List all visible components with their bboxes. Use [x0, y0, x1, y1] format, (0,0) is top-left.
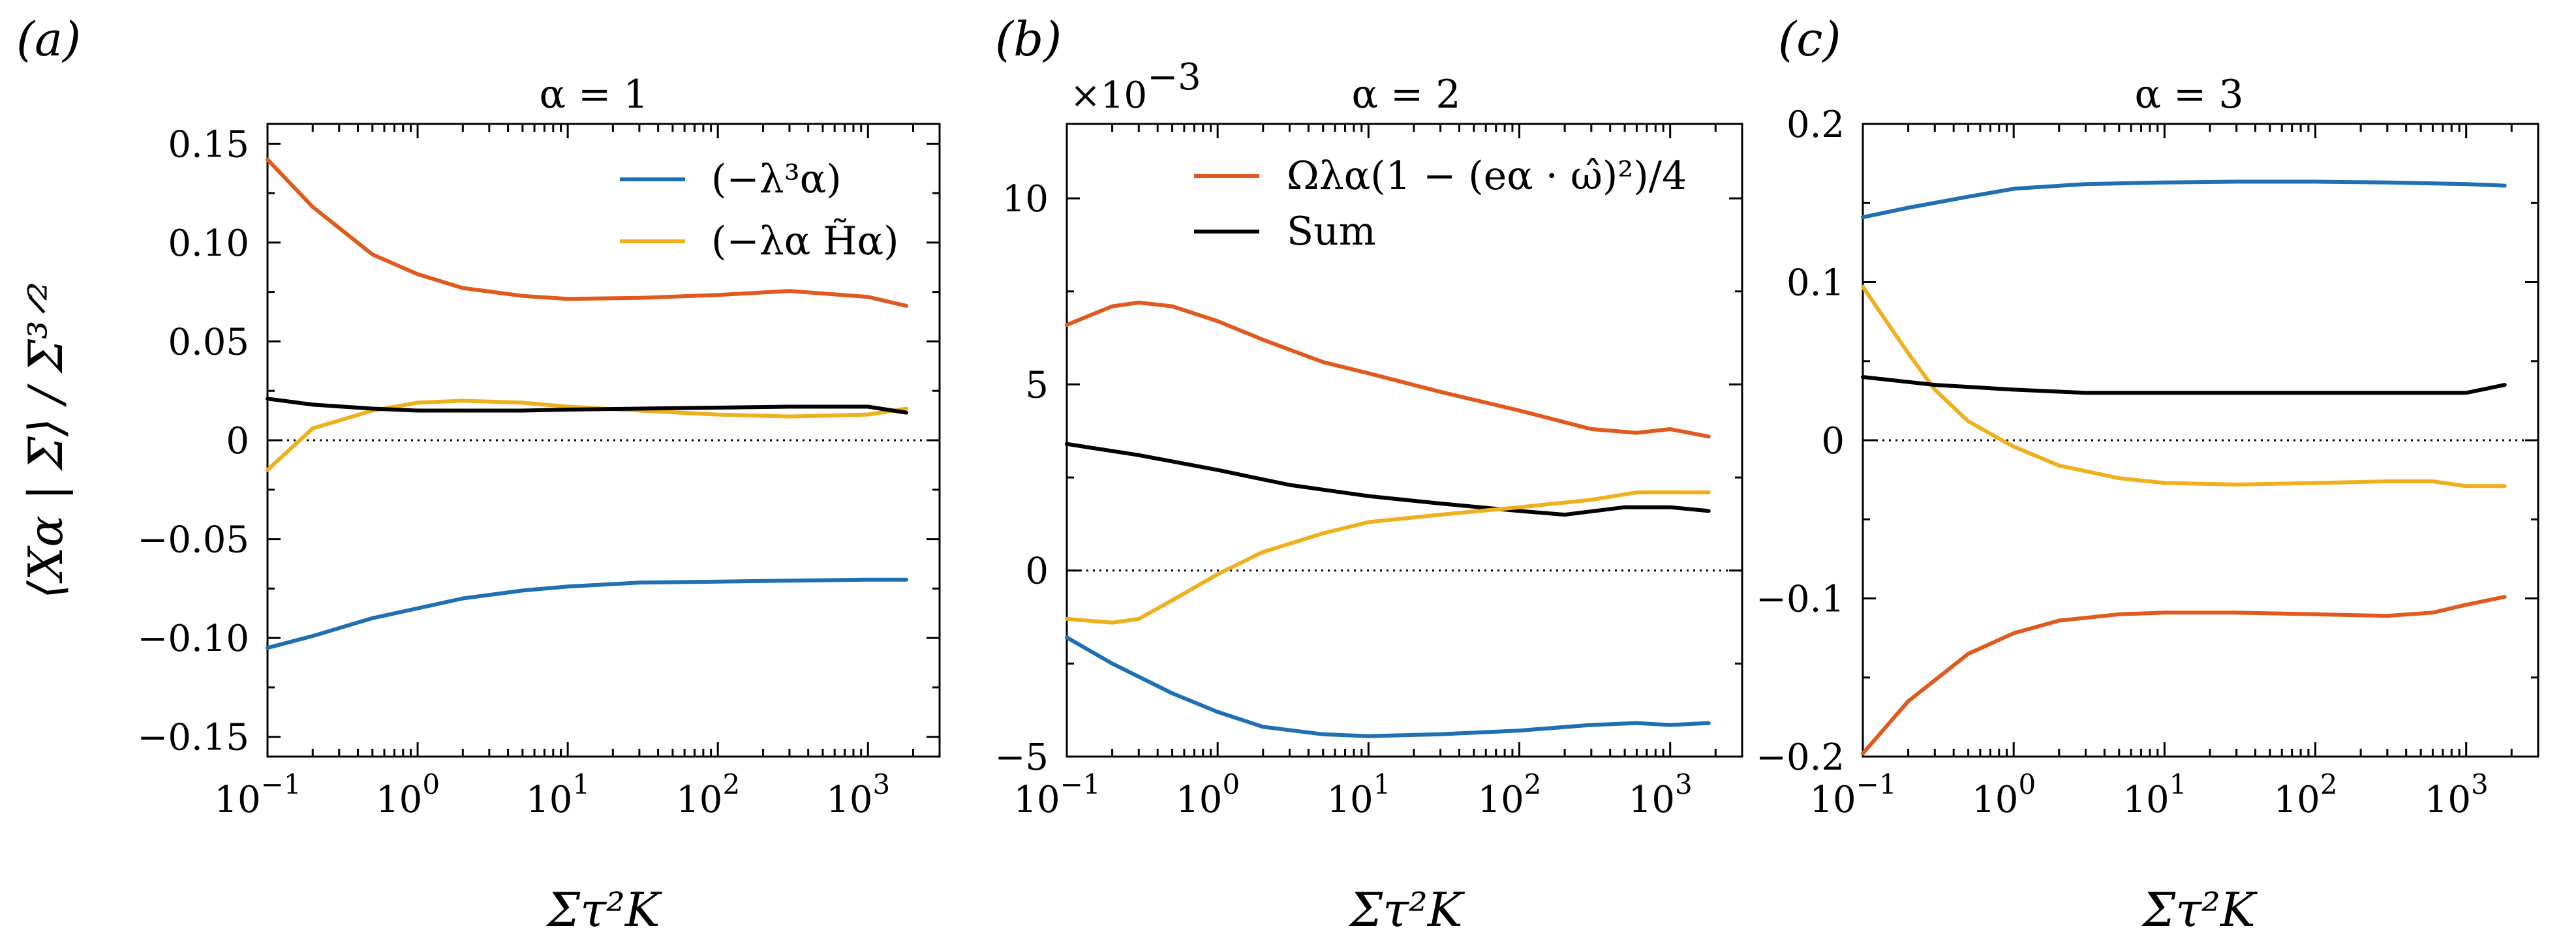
y-tick-label: 0 [1025, 550, 1049, 593]
series-line-0 [1861, 179, 2507, 220]
y-tick-label: −0.10 [137, 618, 249, 660]
x-tick-label: 103 [826, 768, 890, 821]
panel-a-xlabel: Στ²K [545, 882, 663, 937]
plot-frame [1862, 123, 2539, 758]
x-tick-label: 10−1 [214, 768, 301, 821]
panel-a-plot: 10−1 100 101 102 103 0.15 0.10 0.05 0 −0.05 −0.10 −… [137, 123, 941, 821]
legend-a-label-1: (−λα H̃α) [711, 218, 899, 264]
x-tick-label: 101 [2123, 768, 2186, 821]
x-tick-label: 103 [2425, 768, 2489, 821]
panel-b-plot: 10−1 100 101 102 103 10 5 0 −5 [994, 123, 1743, 821]
legend-a-label-0: (−λ³α) [711, 157, 842, 202]
panel-b-multiplier: ×10−3 [1070, 56, 1201, 117]
series-line-2 [1065, 490, 1711, 625]
panel-c-title: α = 3 [2134, 72, 2243, 117]
x-tick-label: 100 [1972, 768, 2036, 821]
panel-a-legend: (−λ³α) (−λα H̃α) [620, 157, 899, 264]
y-tick-label: 0.10 [168, 222, 249, 265]
y-tick-label: 0.1 [1786, 262, 1845, 305]
y-tick-label: 0 [226, 420, 249, 462]
x-tick-label: 102 [2274, 768, 2338, 821]
y-tick-label: 0.2 [1786, 104, 1845, 146]
x-tick-label: 102 [676, 768, 740, 821]
panel-b-title: α = 2 [1351, 72, 1460, 117]
y-tick-label: −0.15 [137, 717, 249, 759]
y-tick-label: 10 [1002, 178, 1049, 220]
series-line-1 [1861, 284, 2507, 489]
x-tick-label: 100 [376, 768, 440, 821]
x-tick-label: 10−1 [1013, 768, 1100, 821]
series-line-1 [1065, 442, 1711, 517]
panel-b-legend: Ωλα(1 − (eα · ω̂)²)/4 Sum [1194, 153, 1687, 254]
series-line-0 [1065, 300, 1711, 439]
legend-b-label-0: Ωλα(1 − (eα · ω̂)²)/4 [1287, 153, 1687, 199]
x-tick-label: 101 [1326, 768, 1390, 821]
panel-label-a: (a) [16, 12, 81, 67]
y-tick-label: 0.05 [168, 321, 249, 363]
y-tick-label: 5 [1025, 364, 1049, 406]
series-line-3 [266, 397, 908, 415]
series-line-3 [1861, 595, 2507, 756]
x-tick-label: 10−1 [1809, 768, 1896, 821]
series-line-1 [266, 399, 908, 472]
y-tick-label: −5 [994, 736, 1049, 779]
x-tick-label: 101 [526, 768, 590, 821]
x-tick-label: 100 [1176, 768, 1240, 821]
y-tick-label: 0.15 [168, 123, 249, 166]
series-line-0 [266, 577, 908, 650]
panel-label-b: (b) [995, 12, 1062, 67]
x-tick-label: 103 [1629, 768, 1693, 821]
y-tick-label: −0.2 [1756, 736, 1845, 779]
y-tick-label: −0.1 [1756, 579, 1845, 621]
x-tick-label: 102 [1478, 768, 1542, 821]
panel-b-xlabel: Στ²K [1347, 882, 1465, 937]
panel-a-title: α = 1 [539, 72, 648, 117]
panel-a-ylabel: ⟨Xα | Σ⟩ / Σ³ᐟ² [18, 282, 73, 599]
series-line-3 [1065, 635, 1711, 738]
legend-b-label-1: Sum [1287, 209, 1376, 254]
y-tick-label: 0 [1821, 420, 1845, 462]
series-line-2 [266, 157, 908, 308]
y-tick-label: −0.05 [137, 519, 249, 562]
series-line-2 [1861, 375, 2507, 395]
panel-c-plot: 10−1 100 101 102 103 0.2 0.1 0 −0.1 −0.2 [1756, 104, 2539, 821]
plot-frame [1066, 123, 1743, 758]
panel-label-c: (c) [1778, 12, 1841, 67]
panel-c-xlabel: Στ²K [2140, 882, 2258, 937]
